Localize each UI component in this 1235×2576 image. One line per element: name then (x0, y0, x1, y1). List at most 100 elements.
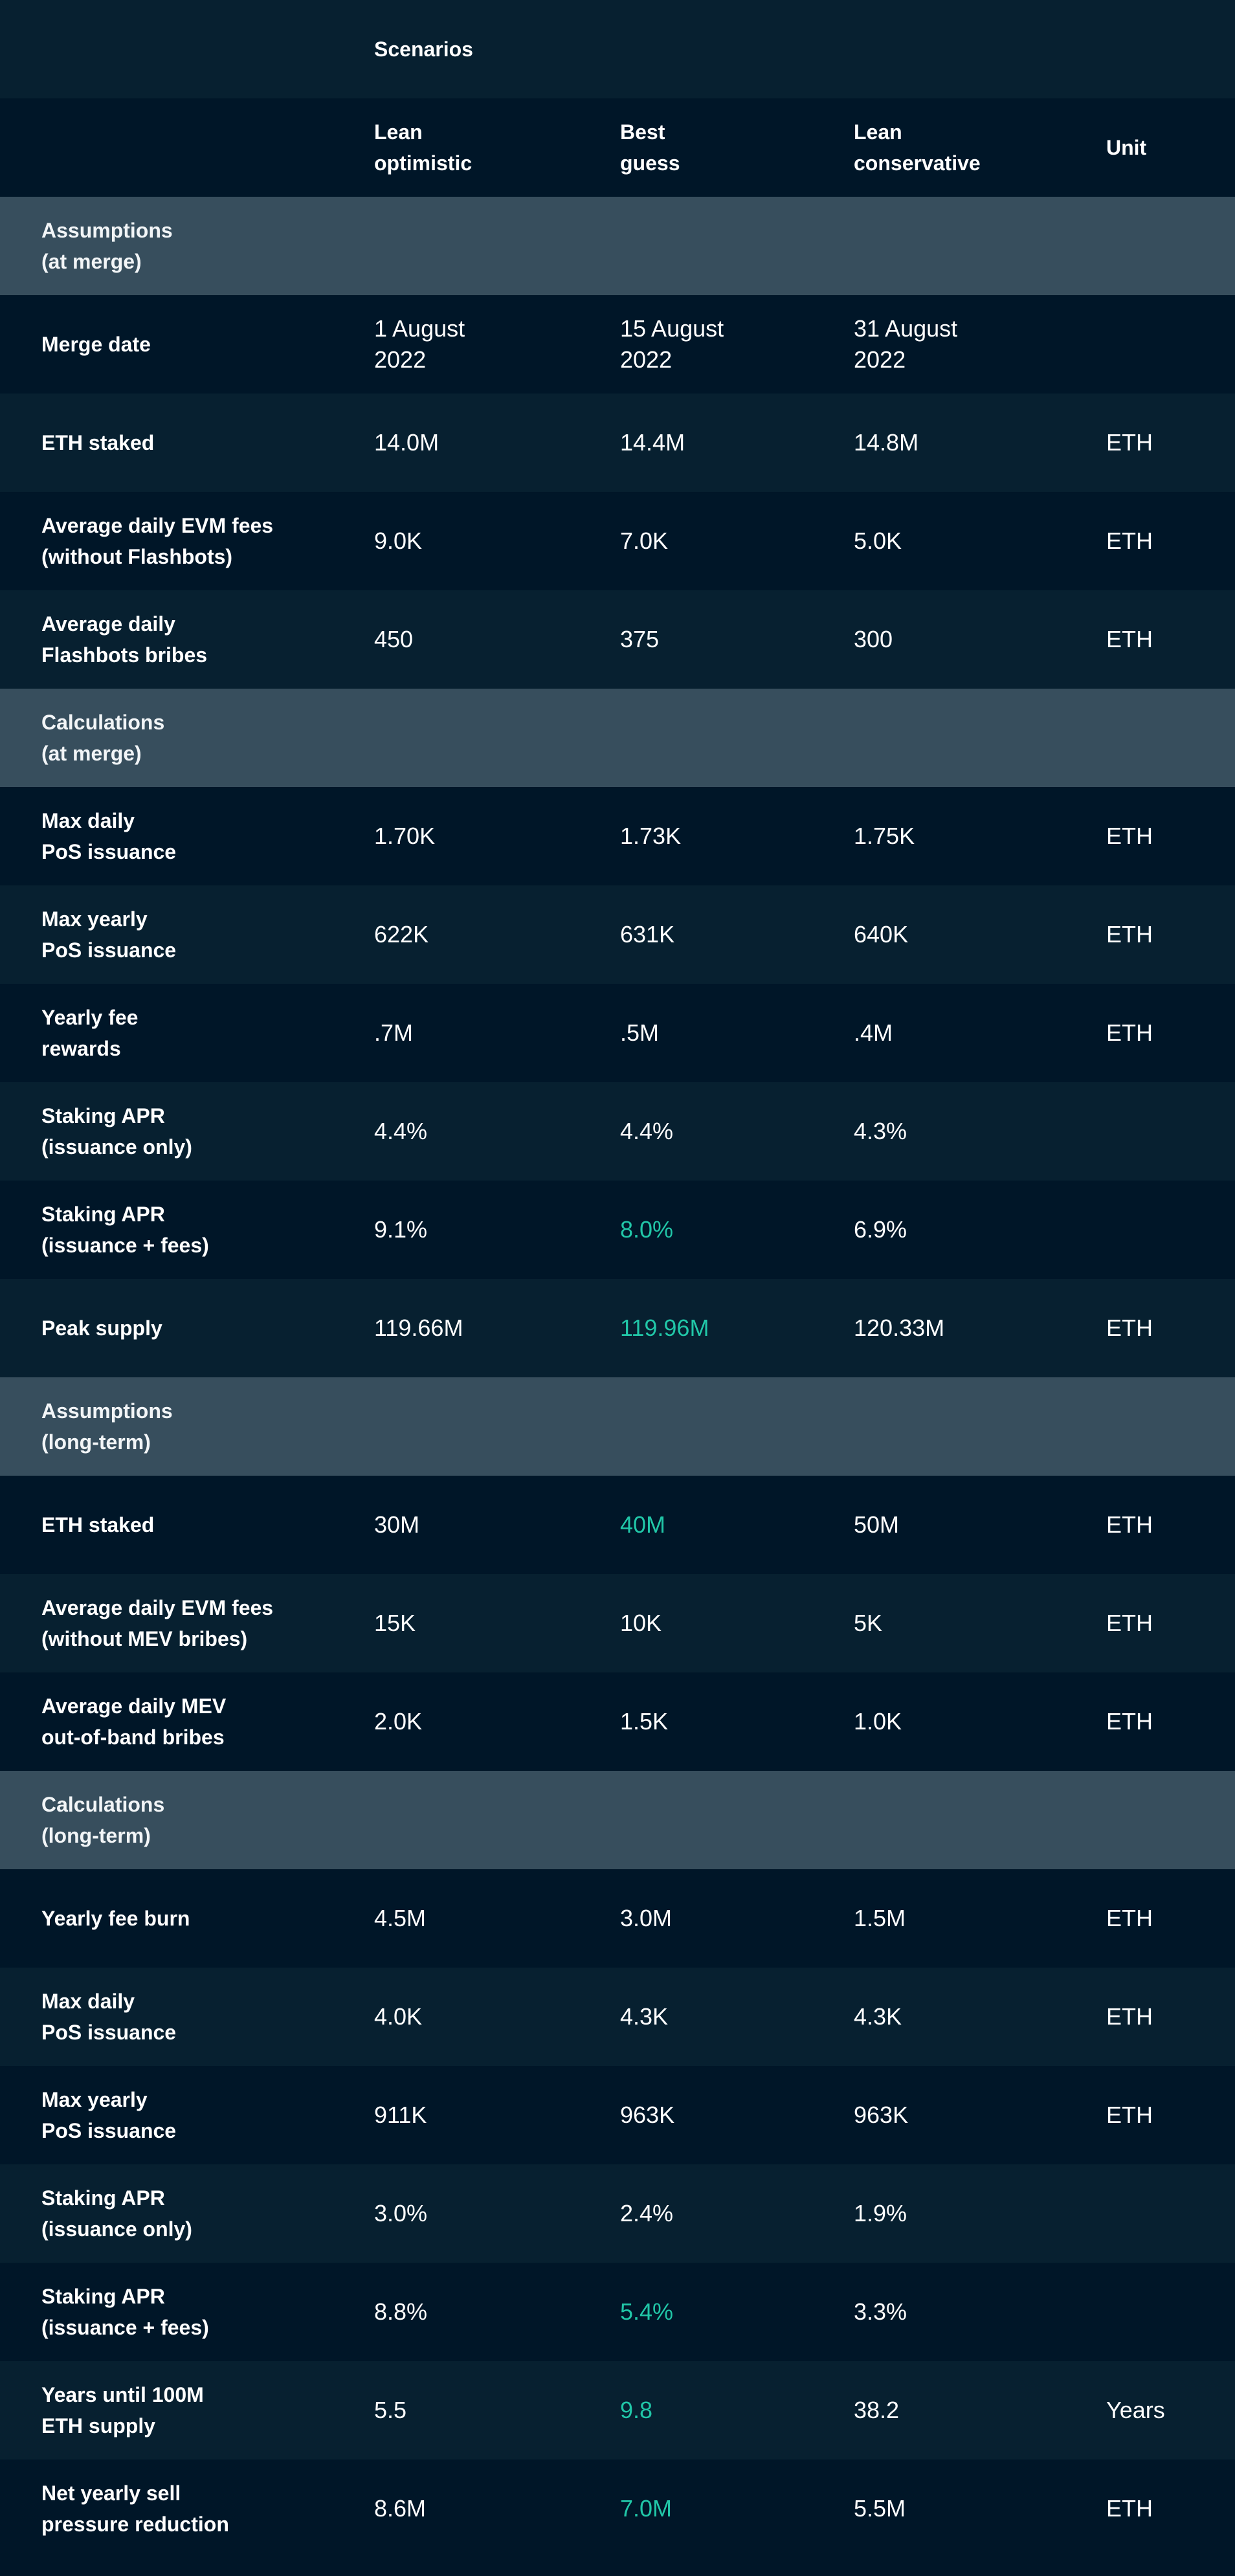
unit-value: Years (1106, 2397, 1165, 2423)
lean-conservative-value: 5.0K (854, 527, 902, 554)
unit-value: ETH (1106, 921, 1153, 948)
lean-conservative-value: 640K (854, 921, 909, 948)
section-label: Assumptions (at merge) (41, 219, 173, 273)
lean-optimistic-value: 1.70K (374, 823, 436, 849)
row-label: Max yearly PoS issuance (41, 907, 177, 962)
best-guess-value: 5.4% (620, 2298, 674, 2325)
lean-optimistic-value: 4.0K (374, 2003, 423, 2030)
lean-optimistic-value: 911K (374, 2102, 427, 2128)
lean-conservative-value: 963K (854, 2102, 909, 2128)
best-guess-value: 2.4% (620, 2200, 674, 2226)
row-label: Merge date (41, 333, 151, 356)
row-label: Staking APR (issuance only) (41, 1104, 192, 1159)
lean-optimistic-value: 5.5 (374, 2397, 407, 2423)
lean-conservative-value: 300 (854, 626, 893, 652)
section-header-row: Assumptions (long-term) (0, 1377, 1235, 1476)
table-row: Max daily PoS issuance 4.0K 4.3K 4.3K ETH (0, 1968, 1235, 2066)
lean-conservative-value: 120.33M (854, 1315, 945, 1341)
table-row: Yearly fee rewards .7M .5M .4M ETH (0, 984, 1235, 1082)
unit-value: ETH (1106, 2102, 1153, 2128)
unit-value: ETH (1106, 2495, 1153, 2522)
unit-value: ETH (1106, 626, 1153, 652)
unit-value: ETH (1106, 1019, 1153, 1046)
lean-optimistic-value: 119.66M (374, 1315, 463, 1341)
section-header-row: Calculations (long-term) (0, 1771, 1235, 1869)
table-row: Average daily MEV out-of-band bribes 2.0K… (0, 1672, 1235, 1771)
table-row: ETH staked 14.0M 14.4M 14.8M ETH (0, 394, 1235, 492)
best-guess-value: .5M (620, 1019, 660, 1046)
best-guess-value: 15 August 2022 (620, 315, 724, 373)
unit-value: ETH (1106, 1708, 1153, 1735)
lean-conservative-value: 1.75K (854, 823, 915, 849)
lean-optimistic-value: 15K (374, 1610, 416, 1636)
table-body: Assumptions (at merge) Merge date 1 August… (0, 197, 1235, 2558)
lean-conservative-value: 1.0K (854, 1708, 902, 1735)
row-label: Years until 100M ETH supply (41, 2383, 204, 2437)
lean-optimistic-value: 14.0M (374, 429, 439, 456)
table-row: Yearly fee burn 4.5M 3.0M 1.5M ETH (0, 1869, 1235, 1968)
column-header-lean-conservative: Lean conservative (854, 120, 981, 175)
lean-conservative-value: 5.5M (854, 2495, 906, 2522)
row-label: Average daily EVM fees (without MEV brib… (41, 1596, 274, 1650)
section-label: Calculations (at merge) (41, 711, 165, 765)
table-row: Average daily Flashbots bribes 450 375 300 E… (0, 590, 1235, 689)
section-header-row: Calculations (at merge) (0, 689, 1235, 787)
best-guess-value: 40M (620, 1511, 666, 1538)
best-guess-value: 8.0% (620, 1216, 674, 1243)
lean-optimistic-value: 450 (374, 626, 414, 652)
row-label: Average daily MEV out-of-band bribes (41, 1694, 227, 1749)
best-guess-value: 7.0M (620, 2495, 673, 2522)
row-label: Average daily Flashbots bribes (41, 612, 208, 667)
lean-optimistic-value: 2.0K (374, 1708, 423, 1735)
table-row: Average daily EVM fees (without Flashbot… (0, 492, 1235, 590)
row-label: ETH staked (41, 1513, 155, 1537)
section-label: Assumptions (long-term) (41, 1399, 173, 1454)
scenarios-group-label: Scenarios (374, 38, 473, 61)
table-group-header-row: Scenarios (0, 0, 1235, 98)
unit-value (1106, 1181, 1229, 1279)
lean-optimistic-value: 622K (374, 921, 429, 948)
unit-value: ETH (1106, 1610, 1153, 1636)
best-guess-value: 375 (620, 626, 660, 652)
unit-value (1106, 2263, 1229, 2361)
row-label: Max daily PoS issuance (41, 1990, 177, 2044)
lean-conservative-value: 1.5M (854, 1905, 906, 1931)
row-label: Average daily EVM fees (without Flashbot… (41, 514, 274, 568)
best-guess-value: 3.0M (620, 1905, 673, 1931)
table-row: Max yearly PoS issuance 911K 963K 963K ETH (0, 2066, 1235, 2164)
unit-value: ETH (1106, 1905, 1153, 1931)
section-header-row: Assumptions (at merge) (0, 197, 1235, 295)
lean-optimistic-value: 9.1% (374, 1216, 428, 1243)
lean-conservative-value: 6.9% (854, 1216, 907, 1243)
lean-conservative-value: 4.3% (854, 1118, 907, 1144)
best-guess-value: 963K (620, 2102, 675, 2128)
unit-value: ETH (1106, 1511, 1153, 1538)
unit-value: ETH (1106, 527, 1153, 554)
table-row: Max daily PoS issuance 1.70K 1.73K 1.75K ETH (0, 787, 1235, 885)
table-row: Staking APR (issuance only) 3.0% 2.4% 1.9% (0, 2164, 1235, 2263)
lean-conservative-value: 3.3% (854, 2298, 907, 2325)
best-guess-value: 14.4M (620, 429, 685, 456)
unit-value: ETH (1106, 1315, 1153, 1341)
column-header-lean-optimistic: Lean optimistic (374, 120, 473, 175)
column-header-unit: Unit (1106, 136, 1147, 159)
table-row: Years until 100M ETH supply 5.5 9.8 38.2 Yea… (0, 2361, 1235, 2459)
lean-optimistic-value: .7M (374, 1019, 414, 1046)
table-row: Average daily EVM fees (without MEV brib… (0, 1574, 1235, 1672)
table-row: ETH staked 30M 40M 50M ETH (0, 1476, 1235, 1574)
best-guess-value: 10K (620, 1610, 662, 1636)
lean-conservative-value: 14.8M (854, 429, 919, 456)
row-label: ETH staked (41, 431, 155, 454)
lean-optimistic-value: 8.6M (374, 2495, 427, 2522)
section-label: Calculations (long-term) (41, 1793, 165, 1847)
table-row: Staking APR (issuance + fees) 9.1% 8.0% 6.9… (0, 1181, 1235, 1279)
lean-conservative-value: 4.3K (854, 2003, 902, 2030)
unit-value (1106, 2164, 1229, 2263)
row-label: Max yearly PoS issuance (41, 2088, 177, 2142)
best-guess-value: 4.3K (620, 2003, 669, 2030)
lean-optimistic-value: 1 August 2022 (374, 315, 465, 373)
best-guess-value: 1.73K (620, 823, 682, 849)
table-row: Max yearly PoS issuance 622K 631K 640K ETH (0, 885, 1235, 984)
best-guess-value: 9.8 (620, 2397, 653, 2423)
